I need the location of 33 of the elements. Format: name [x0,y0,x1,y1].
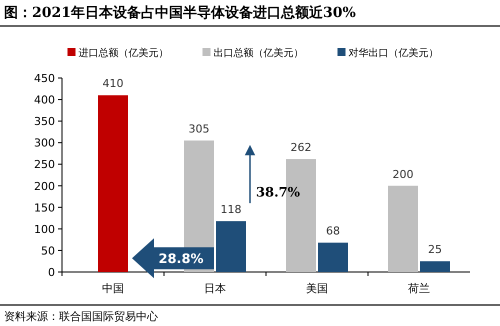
x-tick-label: 日本 [204,282,226,295]
y-tick-label: 400 [34,94,55,107]
y-tick-label: 450 [34,72,55,85]
bar [98,95,128,272]
data-label: 305 [188,122,210,136]
y-tick-label: 150 [34,201,55,214]
y-tick-label: 50 [41,244,55,258]
y-tick-label: 350 [34,115,55,128]
x-tick-label: 荷兰 [408,282,430,295]
data-label: 200 [392,168,414,181]
data-label: 25 [428,243,442,256]
data-label: 262 [290,141,312,154]
annotation: 28.8% [158,252,204,268]
bar [420,261,450,272]
y-tick-label: 250 [34,158,55,172]
chart-title: 图：2021年日本设备占中国半导体设备进口总额近30% [4,4,356,21]
x-tick-label: 中国 [102,282,124,295]
legend-label: 进口总额（亿美元） [78,47,168,59]
y-tick-label: 0 [48,266,55,279]
bar [216,221,246,272]
data-label: 68 [326,224,340,238]
annotation: 38.7% [256,186,301,201]
data-label: 410 [102,77,124,90]
legend-label: 出口总额（亿美元） [214,47,304,59]
legend-label: 对华出口（亿美元） [348,47,438,59]
y-tick-label: 100 [34,222,55,236]
data-label: 118 [220,203,242,216]
bar [318,242,348,272]
bar [388,186,418,272]
y-tick-label: 200 [34,180,55,193]
y-tick-label: 300 [34,136,55,150]
x-tick-label: 美国 [306,282,328,295]
text: 资料来源：联合国国际贸易中心 [4,310,158,323]
